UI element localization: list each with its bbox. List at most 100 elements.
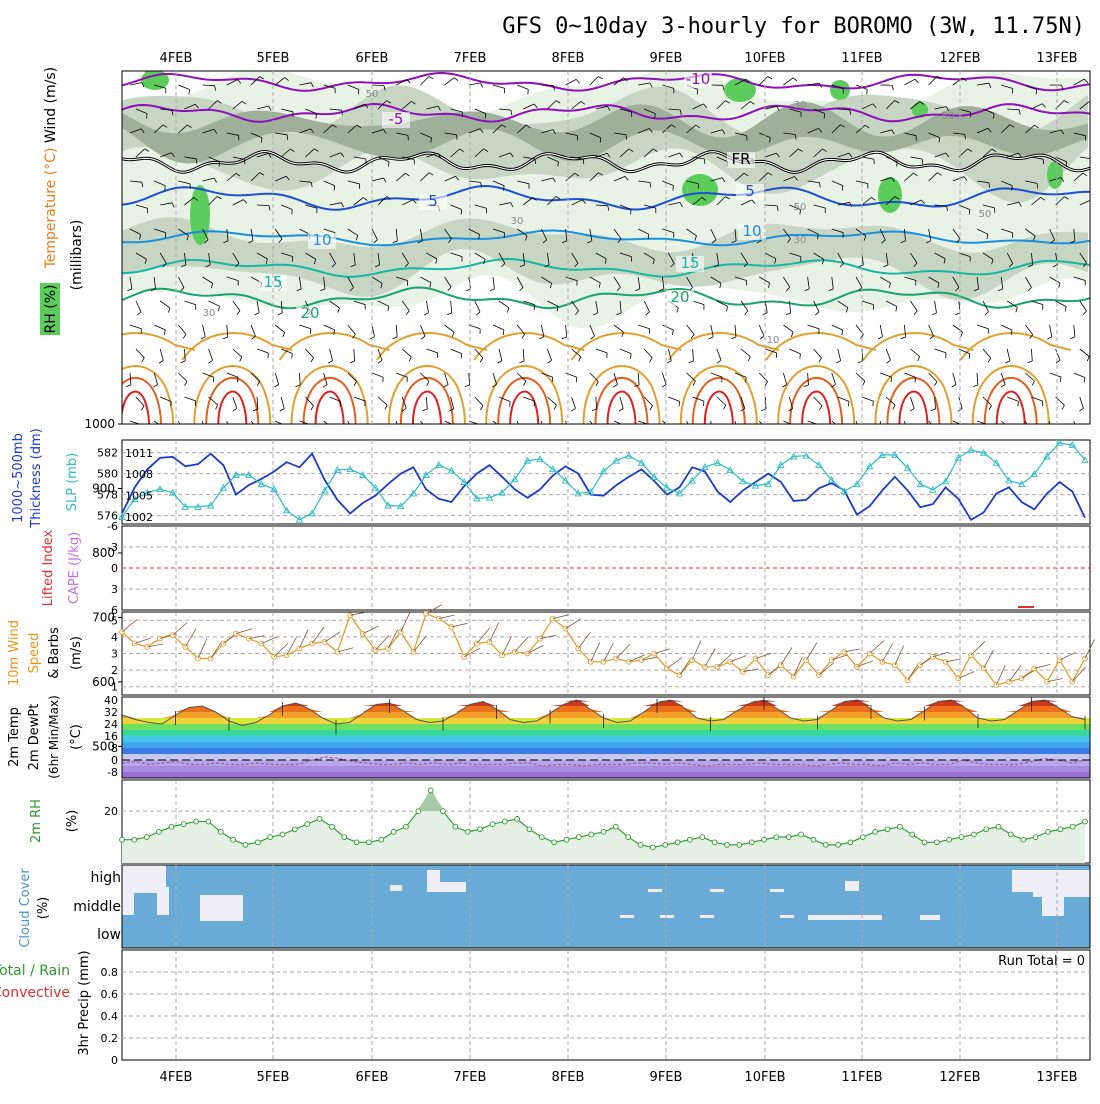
li-tick: -3	[107, 541, 118, 554]
wind-barb-flag	[179, 432, 183, 435]
rh2m-point	[601, 830, 606, 835]
wind-barb-flag	[501, 428, 503, 433]
bottom-date-label: 12FEB	[939, 1070, 980, 1085]
temp-band	[122, 760, 1090, 766]
wind10-barb	[413, 636, 426, 652]
wind10-tick: 5	[111, 614, 118, 627]
rh2m-point	[465, 830, 470, 835]
rh2m-panel: 20	[104, 780, 1090, 863]
wind10-point	[234, 631, 239, 636]
rh2m-point	[132, 837, 137, 842]
wind-barb-flag	[331, 428, 333, 433]
wind-barb-flag	[963, 426, 964, 431]
rh-contour-label: 30	[794, 235, 807, 246]
isotherm-label: 20	[300, 304, 319, 322]
wind-barb-flag	[199, 433, 204, 435]
rh-green-area	[682, 174, 718, 206]
isotherm-label: 5	[745, 182, 755, 200]
temp-clip-group	[122, 696, 1090, 778]
wind10-point	[487, 640, 492, 645]
wind-barb	[541, 85, 553, 86]
wind10-barb	[756, 653, 772, 658]
rh2m-point	[255, 840, 260, 845]
wind10-point	[728, 659, 733, 664]
rh2m-point	[330, 824, 335, 829]
wind10-barb	[984, 650, 994, 669]
cloud-level-label: middle	[73, 899, 121, 915]
wind-barb-flag	[552, 377, 553, 382]
bottom-date-label: 6FEB	[356, 1070, 389, 1085]
wind10-point	[322, 640, 327, 645]
rh-contour-label: 50	[794, 202, 807, 213]
cloud-clear-gap	[122, 865, 166, 887]
rh2m-point	[453, 824, 458, 829]
wind10-point	[208, 656, 213, 661]
wind-barb-flag	[455, 426, 456, 431]
cloud-clear-gap	[427, 870, 440, 892]
temp2m-label-2: 2m DewPt	[27, 704, 42, 771]
wind10-point	[1083, 656, 1088, 661]
wind10-barb	[464, 648, 480, 657]
rh-green-area	[190, 185, 210, 245]
rh2m-point	[725, 842, 730, 847]
rh2m-point	[416, 809, 421, 814]
wind10-barb	[173, 623, 188, 636]
wind-barb-flag	[292, 354, 293, 359]
rh2m-point	[552, 840, 557, 845]
top-date-label: 6FEB	[356, 51, 389, 66]
temp2m-label-3: (6hr Min/Max)	[47, 695, 61, 779]
rh2m-point	[391, 830, 396, 835]
wind10-barb	[515, 637, 528, 652]
rh2m-point	[934, 840, 939, 845]
wind-barb-flag	[225, 433, 229, 435]
rh2m-point	[169, 824, 174, 829]
wind10-barb	[882, 644, 892, 662]
rh2m-point	[984, 827, 989, 832]
wind-barb-flag	[1084, 378, 1085, 383]
precip-tick: 0.4	[101, 1010, 119, 1023]
cloud-clear-gap	[845, 881, 859, 891]
wind-barb-flag	[292, 210, 293, 215]
wind10-barb	[388, 630, 398, 649]
cloud-label: Cloud Cover	[18, 868, 33, 948]
rh2m-point	[194, 819, 199, 824]
rh2m-point	[848, 840, 853, 845]
wind-barb-flag	[595, 430, 598, 434]
cloud-clear-gap	[660, 915, 674, 918]
wind10-point	[905, 678, 910, 683]
bottom-date-label: 8FEB	[552, 1070, 585, 1085]
slp-label: SLP (mb)	[65, 453, 80, 512]
rh2m-point	[873, 830, 878, 835]
rh2m-point	[1058, 827, 1063, 832]
rh2m-point	[897, 824, 902, 829]
chart-title: GFS 0~10day 3-hourly for BOROMO (3W, 11.…	[502, 14, 1085, 39]
top-date-label: 7FEB	[454, 51, 487, 66]
wind10-barb	[895, 646, 904, 665]
wind-barb-flag	[528, 89, 529, 94]
wind-barb-flag	[624, 426, 625, 431]
rh2m-point	[243, 842, 248, 847]
wind10-point	[855, 664, 860, 669]
rh2m-point	[972, 832, 977, 837]
li-label: Lifted Index	[41, 529, 56, 606]
bottom-date-label: 11FEB	[841, 1070, 882, 1085]
wind-barb-flag	[670, 429, 672, 434]
wind-barb-flag	[687, 432, 691, 435]
rh2m-point	[120, 837, 125, 842]
wind10-barb	[198, 639, 207, 658]
bottom-date-label: 4FEB	[160, 1070, 193, 1085]
rh2m-point	[280, 832, 285, 837]
rh2m-point	[428, 788, 433, 793]
rh2m-point	[404, 824, 409, 829]
wind-barb-flag	[903, 433, 907, 435]
rh2m-point	[651, 845, 656, 850]
wind-barb-flag	[1036, 89, 1037, 94]
rh2m-point	[589, 832, 594, 837]
wind10-barb	[451, 623, 467, 627]
wind-barb-flag	[518, 432, 522, 435]
top-date-label: 9FEB	[650, 51, 683, 66]
rh-contour-label: 50	[979, 209, 992, 220]
